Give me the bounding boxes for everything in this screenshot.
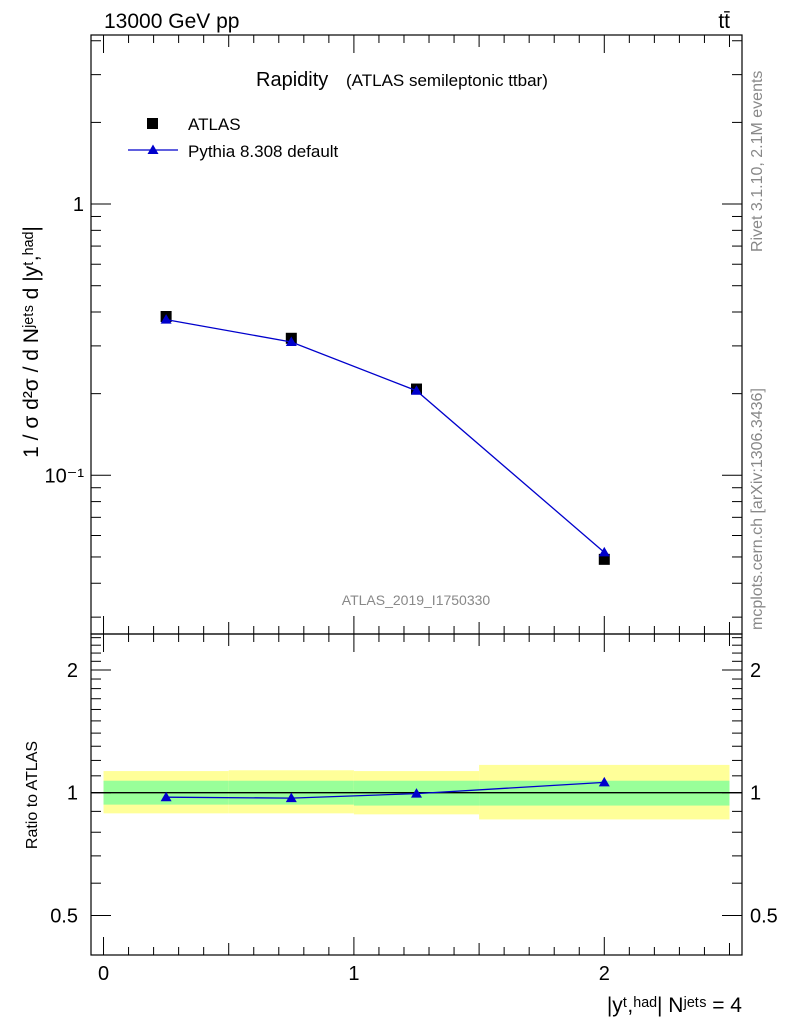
ratio-plot-frame bbox=[90, 633, 743, 956]
ratio-mc-point bbox=[598, 776, 610, 787]
main-y-tick-label: 1 bbox=[73, 194, 84, 216]
legend-data-marker bbox=[147, 118, 158, 129]
legend-data-label: ATLAS bbox=[188, 115, 241, 134]
ratio-y-tick-label-right: 2 bbox=[750, 660, 761, 682]
ratio-plot-border bbox=[90, 633, 743, 956]
rivet-label: Rivet 3.1.10, 2.1M events bbox=[749, 71, 766, 252]
ratio-plot-series bbox=[91, 776, 742, 803]
pythia-point bbox=[411, 385, 422, 395]
x-tick-label: 1 bbox=[348, 963, 359, 985]
plot-subtitle: (ATLAS semileptonic ttbar) bbox=[346, 71, 548, 90]
ratio-plot-ticks: 0 1 2 2 2 1 1 0.5 0.5 bbox=[50, 634, 778, 985]
mcplots-label: mcplots.cern.ch [arXiv:1306.3436] bbox=[749, 388, 766, 630]
atlas-data-point bbox=[598, 553, 610, 565]
energy-label: 13000 GeV pp bbox=[104, 10, 239, 33]
main-y-axis-label: 1 / σ d²σ / d Nʲᵉᵗˢ d |yᵗ,ʰᵃᵈ| bbox=[20, 226, 43, 458]
legend: ATLAS Pythia 8.308 default bbox=[128, 115, 339, 161]
ratio-y-tick-label: 2 bbox=[67, 660, 78, 682]
ratio-mc-point bbox=[285, 792, 297, 803]
ratio-y-tick-label: 0.5 bbox=[50, 905, 78, 927]
pythia-point bbox=[285, 336, 297, 347]
ratio-y-tick-label-right: 1 bbox=[750, 783, 761, 805]
ratio-mc-point bbox=[160, 791, 172, 802]
x-tick-label: 0 bbox=[98, 963, 109, 985]
plot-title: Rapidity bbox=[256, 69, 328, 91]
ratio-mc-point bbox=[411, 788, 422, 798]
x-tick-label: 2 bbox=[599, 963, 610, 985]
ratio-y-axis-label: Ratio to ATLAS bbox=[24, 741, 41, 849]
process-label: tt̄ bbox=[718, 10, 730, 33]
main-plot-ticks: 1 10⁻¹ bbox=[45, 35, 742, 634]
legend-mc-marker bbox=[147, 144, 159, 154]
ratio-mc-line bbox=[166, 781, 605, 799]
main-plot-series bbox=[160, 311, 610, 565]
pythia-point bbox=[160, 314, 172, 324]
pythia-point bbox=[598, 546, 610, 557]
pythia-line bbox=[166, 318, 605, 553]
ratio-y-tick-label-right: 0.5 bbox=[750, 905, 778, 927]
main-y-tick-label: 10⁻¹ bbox=[45, 465, 85, 487]
x-axis-label: |yᵗ,ʰᵃᵈ| Nʲᵉᵗˢ = 4 bbox=[607, 994, 742, 1017]
legend-mc-label: Pythia 8.308 default bbox=[188, 142, 339, 161]
ratio-y-tick-label: 1 bbox=[67, 783, 78, 805]
watermark: ATLAS_2019_I1750330 bbox=[342, 592, 491, 608]
